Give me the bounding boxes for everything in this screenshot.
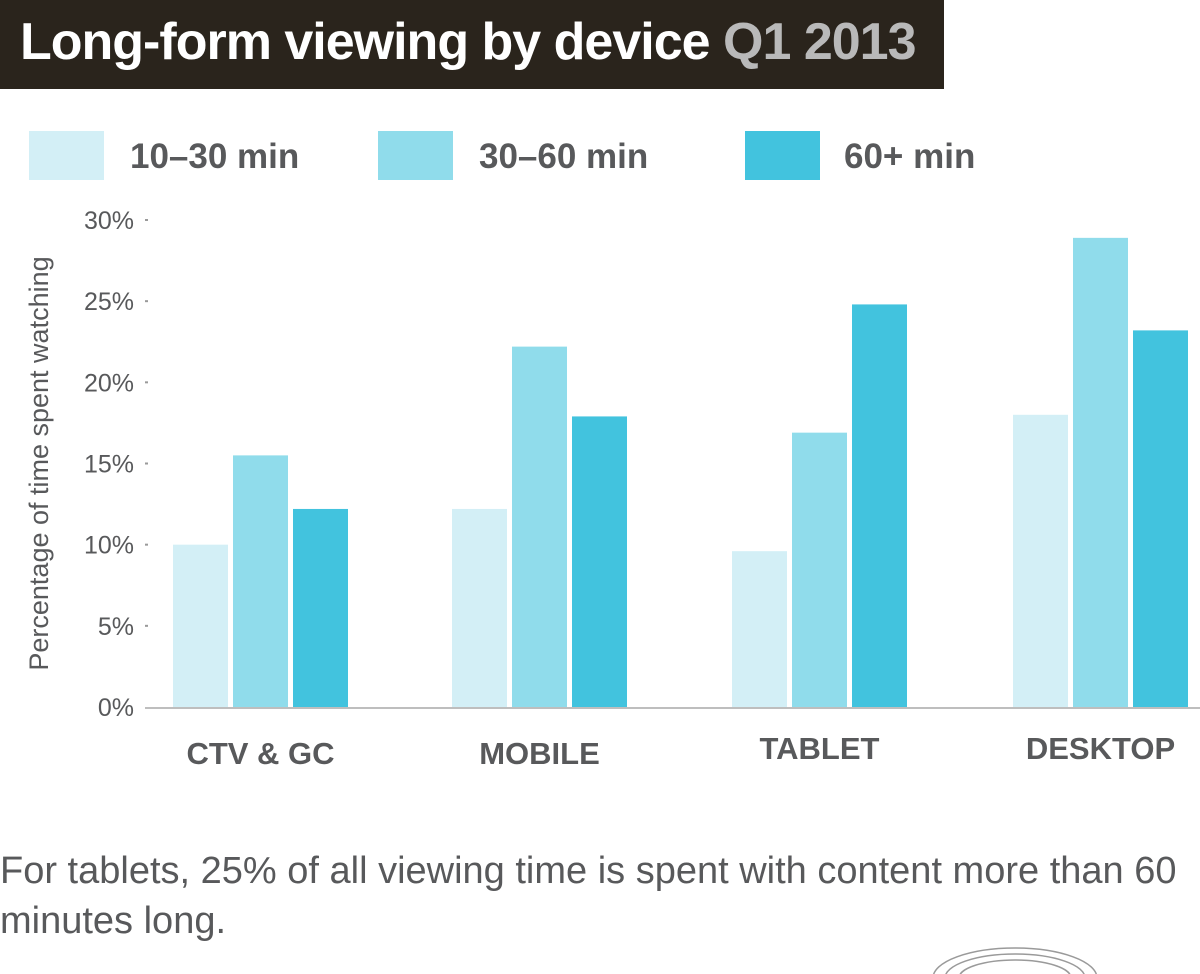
- y-tick-label: 0%: [98, 694, 134, 722]
- y-tick-label: 10%: [84, 532, 134, 560]
- y-tick-label: 15%: [84, 451, 134, 479]
- legend-swatch-30-60: [378, 131, 453, 180]
- seal-logo: [932, 947, 1098, 974]
- y-tick-mark: [145, 300, 148, 303]
- bar: [452, 508, 507, 707]
- y-tick-label: 25%: [84, 288, 134, 316]
- footnote: For tablets, 25% of all viewing time is …: [0, 850, 1177, 942]
- title-bar: [0, 0, 944, 89]
- legend-label-60-plus: 60+ min: [844, 137, 976, 176]
- y-tick-mark: [145, 462, 148, 465]
- y-tick-label: 30%: [84, 207, 134, 235]
- y-axis-title: Percentage of time spent watching: [24, 256, 54, 670]
- y-tick-mark: [145, 543, 148, 546]
- bar: [1013, 414, 1068, 707]
- bar: [792, 432, 847, 707]
- bar: [732, 551, 787, 707]
- bar: [852, 304, 907, 707]
- category-label: TABLET: [760, 731, 880, 766]
- y-tick-mark: [145, 381, 148, 384]
- title-accent: Q1 2013: [723, 13, 916, 71]
- y-tick-mark: [145, 624, 148, 627]
- chart-title: Long-form viewing by device Q1 2013: [20, 12, 917, 72]
- y-tick-label: 20%: [84, 369, 134, 397]
- bar: [293, 508, 348, 707]
- legend-swatch-10-30: [29, 131, 104, 180]
- bar: [1133, 330, 1188, 707]
- y-tick-mark: [145, 219, 148, 221]
- category-label: DESKTOP: [1026, 731, 1175, 766]
- bar: [572, 416, 627, 707]
- bar: [233, 455, 288, 707]
- bar: [512, 346, 567, 707]
- y-tick-label: 5%: [98, 613, 134, 641]
- legend-label-10-30: 10–30 min: [130, 137, 300, 176]
- legend-label-30-60: 30–60 min: [479, 137, 649, 176]
- bar: [1073, 237, 1128, 707]
- bar-chart: 0% 5% 10% 15% 20% 25% 30% Percentage of time sp…: [24, 207, 1200, 771]
- bar: [173, 544, 228, 707]
- legend-swatch-60-plus: [745, 131, 820, 180]
- category-label: MOBILE: [479, 736, 600, 771]
- title-main: Long-form viewing by device: [20, 13, 711, 71]
- category-label: CTV & GC: [186, 736, 334, 771]
